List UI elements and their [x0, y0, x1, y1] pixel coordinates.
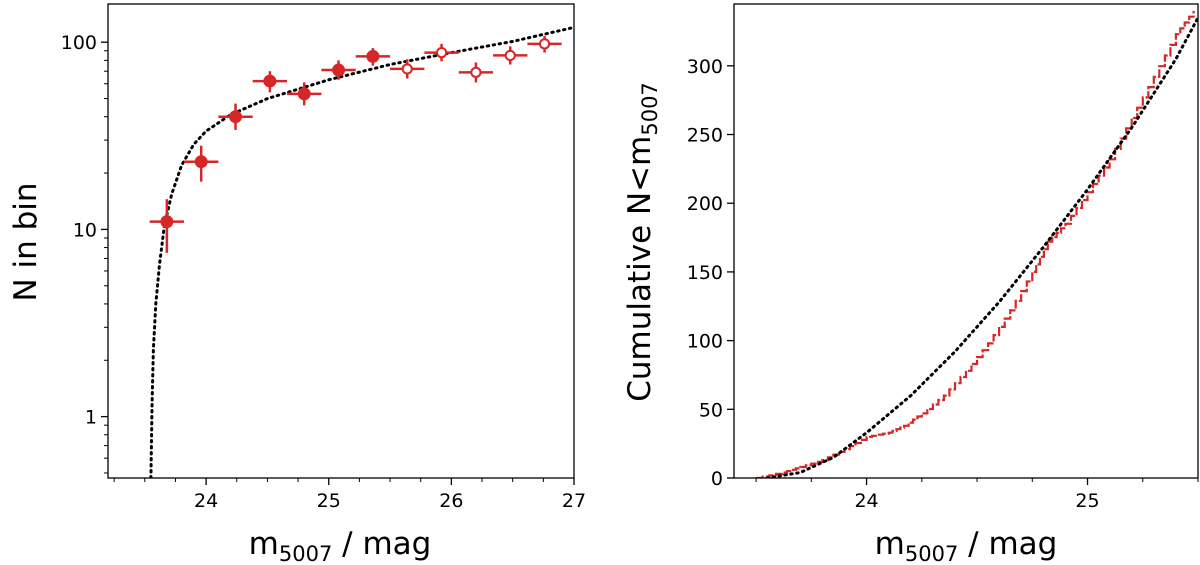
data-point-open [538, 38, 551, 50]
x-label-suffix: / mag [332, 526, 431, 562]
panel-left-ticks: 24 25 26 27 1 10 100 [61, 32, 586, 512]
x-tick-label: 26 [439, 490, 463, 512]
panel-left-x-axis-label: m5007 / mag [249, 526, 432, 565]
data-point-filled [160, 215, 174, 229]
x-tick-label: 25 [317, 490, 341, 512]
x-label-suffix: / mag [958, 526, 1057, 562]
data-point-open [470, 66, 482, 78]
y-tick-label: 250 [687, 125, 723, 147]
data-point-filled [332, 63, 346, 77]
y-tick-label: 1 [85, 407, 97, 429]
y-label-base: Cumulative N<m [622, 136, 658, 402]
panel-left-y-axis-label: N in bin [8, 182, 44, 301]
x-tick-label: 24 [854, 490, 878, 512]
model-curve [149, 25, 574, 478]
data-point-open [401, 63, 413, 75]
x-label-base: m [249, 526, 279, 562]
y-tick-label: 100 [61, 32, 97, 54]
data-point-filled [366, 49, 380, 63]
data-point-open [435, 47, 448, 59]
x-tick-label: 25 [1075, 490, 1099, 512]
y-tick-label: 100 [687, 331, 723, 353]
x-label-base: m [875, 526, 905, 562]
data-point-filled [194, 155, 208, 169]
data-point-open [504, 49, 516, 62]
y-tick-label: 50 [699, 399, 723, 421]
panel-right-x-axis-label: m5007 / mag [875, 526, 1058, 565]
panel-left-plot-area [149, 25, 574, 478]
cumulative-observed-curve [756, 10, 1195, 478]
y-label-subscript: 5007 [638, 82, 662, 135]
y-tick-label: 200 [687, 193, 723, 215]
panel-left-frame [107, 3, 575, 479]
x-tick-label: 24 [194, 490, 218, 512]
data-point-filled [297, 87, 311, 101]
x-tick-label: 27 [562, 490, 586, 512]
data-point-filled [263, 74, 277, 88]
y-tick-label: 150 [687, 262, 723, 284]
x-label-subscript: 5007 [905, 542, 958, 565]
y-tick-label: 10 [73, 219, 97, 241]
x-label-subscript: 5007 [279, 542, 332, 565]
y-tick-label: 300 [687, 56, 723, 78]
cumulative-model-curve [765, 16, 1198, 478]
panel-left: 24 25 26 27 1 10 100 m5007 / mag N in bin [8, 3, 586, 565]
panel-right-frame [733, 3, 1199, 479]
panel-right-plot-area [756, 10, 1198, 478]
data-point-filled [229, 110, 243, 124]
panel-right-y-axis-label: Cumulative N<m5007 [622, 82, 662, 402]
y-tick-label: 0 [711, 468, 723, 490]
